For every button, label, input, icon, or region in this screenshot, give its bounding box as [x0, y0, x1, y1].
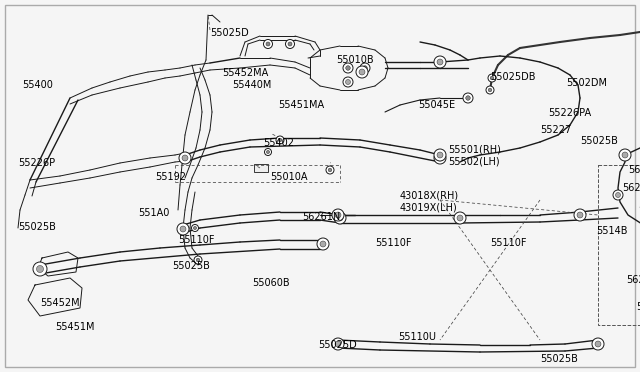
Circle shape — [592, 338, 604, 350]
Text: 55110F: 55110F — [375, 238, 412, 248]
Circle shape — [332, 209, 344, 221]
Text: 55226P: 55226P — [18, 158, 55, 168]
Circle shape — [332, 338, 344, 350]
Text: 55010A: 55010A — [270, 172, 307, 182]
Circle shape — [434, 152, 446, 164]
Circle shape — [335, 212, 341, 218]
Circle shape — [490, 76, 494, 80]
Circle shape — [335, 341, 341, 347]
Circle shape — [488, 88, 492, 92]
Circle shape — [193, 227, 196, 230]
Circle shape — [276, 136, 284, 144]
Circle shape — [196, 258, 200, 262]
Circle shape — [363, 66, 367, 70]
Text: 55025B: 55025B — [172, 261, 210, 271]
Circle shape — [33, 262, 47, 276]
Text: 55451MA: 55451MA — [278, 100, 324, 110]
Circle shape — [182, 155, 188, 161]
Text: 55110F: 55110F — [490, 238, 527, 248]
Text: 43019X(LH): 43019X(LH) — [400, 202, 458, 212]
Text: 55025DB: 55025DB — [490, 72, 536, 82]
Circle shape — [285, 39, 294, 48]
Text: 551A0: 551A0 — [138, 208, 170, 218]
Text: 55226PA: 55226PA — [548, 108, 591, 118]
Circle shape — [577, 212, 583, 218]
Circle shape — [288, 42, 292, 46]
Circle shape — [343, 77, 353, 87]
Circle shape — [191, 224, 198, 231]
Bar — [254, 164, 268, 172]
Circle shape — [264, 148, 271, 155]
Circle shape — [613, 190, 623, 200]
Circle shape — [180, 226, 186, 232]
Text: 55402: 55402 — [263, 138, 294, 148]
Text: 55060B: 55060B — [252, 278, 290, 288]
Circle shape — [457, 215, 463, 221]
Text: 43018X(RH): 43018X(RH) — [400, 190, 459, 200]
Text: 55452MA: 55452MA — [222, 68, 268, 78]
Text: 56219: 56219 — [626, 275, 640, 285]
Circle shape — [337, 215, 343, 221]
Text: 55025B: 55025B — [18, 222, 56, 232]
Circle shape — [346, 66, 350, 70]
Circle shape — [264, 39, 273, 48]
Text: 56218: 56218 — [622, 183, 640, 193]
Text: 55501(RH): 55501(RH) — [448, 144, 501, 154]
Circle shape — [334, 212, 346, 224]
Circle shape — [177, 223, 189, 235]
Text: 55227: 55227 — [540, 125, 572, 135]
Text: 55152MA: 55152MA — [638, 200, 640, 210]
Circle shape — [437, 152, 443, 158]
Text: 55025D: 55025D — [210, 28, 249, 38]
Circle shape — [486, 86, 494, 94]
Circle shape — [488, 74, 496, 82]
Circle shape — [437, 155, 443, 161]
Text: 55025D: 55025D — [318, 340, 356, 350]
Circle shape — [36, 266, 44, 273]
Text: 55192: 55192 — [155, 172, 186, 182]
Circle shape — [320, 241, 326, 247]
Circle shape — [434, 56, 446, 68]
Text: 56261N: 56261N — [302, 212, 340, 222]
Circle shape — [574, 209, 586, 221]
Circle shape — [328, 168, 332, 172]
Circle shape — [619, 149, 631, 161]
Circle shape — [278, 138, 282, 142]
Text: 55451M: 55451M — [55, 322, 95, 332]
Text: 56271: 56271 — [628, 165, 640, 175]
Circle shape — [437, 59, 443, 65]
Text: 55452M: 55452M — [40, 298, 79, 308]
Text: 55400: 55400 — [22, 80, 53, 90]
Text: 55110F: 55110F — [178, 235, 214, 245]
Circle shape — [359, 69, 365, 75]
Circle shape — [434, 149, 446, 161]
Circle shape — [266, 150, 269, 154]
Text: 55010B: 55010B — [336, 55, 374, 65]
Text: 5502DM: 5502DM — [566, 78, 607, 88]
Text: 55025B: 55025B — [580, 136, 618, 146]
Circle shape — [463, 93, 473, 103]
Circle shape — [454, 212, 466, 224]
Circle shape — [317, 238, 329, 250]
Circle shape — [194, 256, 202, 264]
Text: 55045E: 55045E — [418, 100, 455, 110]
Text: 55502(LH): 55502(LH) — [448, 157, 500, 167]
Circle shape — [346, 80, 351, 84]
Text: 55025B: 55025B — [540, 354, 578, 364]
Text: 5514B: 5514B — [596, 226, 627, 236]
Circle shape — [466, 96, 470, 100]
Circle shape — [595, 341, 601, 347]
Circle shape — [343, 63, 353, 73]
Text: 55440M: 55440M — [232, 80, 271, 90]
Bar — [598, 165, 640, 325]
Text: 55152M: 55152M — [636, 302, 640, 312]
Circle shape — [622, 152, 628, 158]
Circle shape — [616, 192, 621, 198]
Circle shape — [360, 63, 370, 73]
Circle shape — [179, 152, 191, 164]
Text: 55110U: 55110U — [398, 332, 436, 342]
Circle shape — [356, 66, 368, 78]
Circle shape — [326, 166, 334, 174]
Circle shape — [266, 42, 270, 46]
